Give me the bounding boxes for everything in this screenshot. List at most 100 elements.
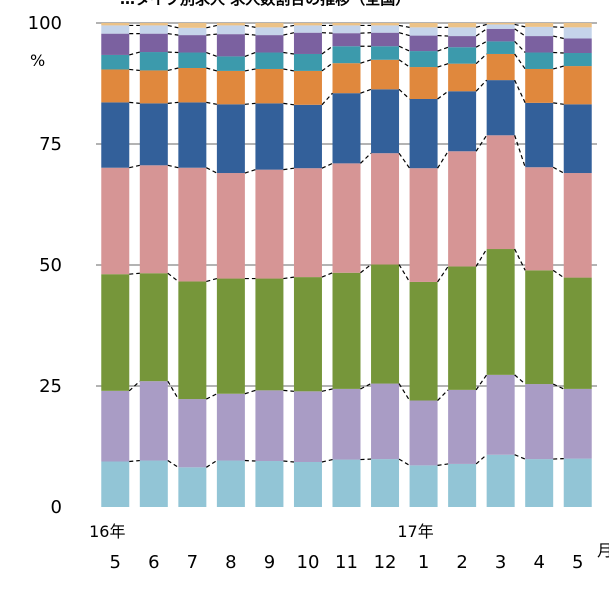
connector-line (398, 152, 411, 169)
connector-line (167, 380, 179, 400)
bar-segment (409, 281, 438, 401)
bar-segment (525, 68, 554, 103)
connector-line (283, 167, 295, 171)
x-tick-label: 12 (374, 552, 397, 573)
connector-line (244, 68, 256, 72)
bar-segment (139, 103, 168, 166)
connector-line (283, 24, 295, 28)
connector-line (360, 59, 372, 64)
bar-segment (216, 460, 245, 507)
x-year-label: 16年 (89, 522, 125, 541)
bar-segment (371, 23, 400, 26)
bar-segment (139, 381, 168, 461)
bar-segment (332, 63, 361, 94)
connector-line (553, 102, 564, 105)
connector-line (437, 463, 449, 466)
bar-segment (101, 102, 130, 168)
bar-segment (139, 25, 168, 34)
bar-segment (448, 63, 477, 92)
bar-segment (525, 23, 554, 27)
bar-segment (293, 391, 322, 462)
connector-line (553, 35, 564, 40)
connector-line (321, 388, 333, 392)
connector-line (514, 53, 526, 70)
connector-line (514, 454, 526, 460)
bar-segment (525, 26, 554, 37)
bar-segment (563, 66, 592, 105)
bar-segment (255, 103, 284, 170)
connector-line (514, 248, 526, 271)
connector-line (244, 51, 256, 57)
bar-segment (486, 249, 515, 375)
bar-segment (332, 33, 361, 47)
connector-line (167, 67, 179, 72)
bar-segment (101, 390, 130, 462)
bar-segment (563, 53, 592, 67)
x-tick-label: 9 (264, 552, 275, 573)
connector-line (437, 63, 449, 68)
bar-segment (101, 25, 130, 34)
bar-segment (255, 169, 284, 279)
bar-segment (525, 459, 554, 507)
bar-segment (448, 23, 477, 28)
connector-line (475, 454, 488, 465)
bar-segment (139, 33, 168, 53)
connector-line (360, 383, 372, 390)
connector-line (283, 276, 295, 280)
bar-segment (371, 459, 400, 507)
connector-line (206, 67, 218, 72)
connector-line (167, 101, 179, 104)
connector-line (206, 101, 217, 105)
bar-segment (486, 41, 515, 54)
connector-line (283, 51, 295, 55)
connector-line (206, 460, 218, 468)
x-tick-label: 3 (495, 552, 506, 573)
bar-segment (216, 25, 245, 35)
connector-line (437, 46, 449, 52)
connector-line (398, 264, 411, 283)
bar-segment (178, 23, 207, 28)
x-tick-label: 4 (533, 552, 544, 573)
y-axis-unit: % (30, 51, 45, 70)
y-tick-label: 50 (39, 255, 62, 276)
bar-segment (525, 167, 554, 271)
bar-segment (409, 51, 438, 68)
bar-segment (216, 56, 245, 71)
x-tick-label: 8 (225, 552, 236, 573)
bar-segment (332, 459, 361, 507)
bar-segment (101, 33, 130, 55)
bar-segment (563, 27, 592, 39)
bar-segment (409, 98, 438, 169)
bar-segment (139, 165, 168, 274)
connector-line (128, 380, 141, 392)
connector-line (475, 374, 488, 391)
bar-segment (101, 23, 130, 26)
x-tick-label: 10 (297, 552, 320, 573)
bar-segment (448, 47, 477, 64)
connector-line (244, 24, 256, 28)
connector-line (437, 150, 449, 169)
connector-line (514, 40, 526, 53)
bar-segment (139, 460, 168, 507)
bar-segment (101, 69, 130, 103)
connector-line (321, 272, 333, 278)
connector-line (398, 383, 411, 401)
bar-segment (371, 89, 400, 154)
bar-segment (371, 32, 400, 47)
bar-segment (101, 274, 130, 391)
bar-segment (139, 273, 168, 382)
bar-segment (255, 390, 284, 462)
bar-segment (563, 277, 592, 389)
bar-segment (293, 461, 322, 507)
x-tick-label: 11 (335, 552, 358, 573)
bar-segment (563, 104, 592, 174)
bar-segment (101, 167, 130, 275)
connector-line (129, 51, 140, 56)
bar-segment (448, 463, 477, 507)
x-tick-label: 7 (187, 552, 198, 573)
bar-segment (371, 59, 400, 90)
bar-segment (448, 266, 477, 390)
bar-segment (371, 264, 400, 384)
connector-line (167, 460, 179, 468)
bar-segment (255, 52, 284, 69)
